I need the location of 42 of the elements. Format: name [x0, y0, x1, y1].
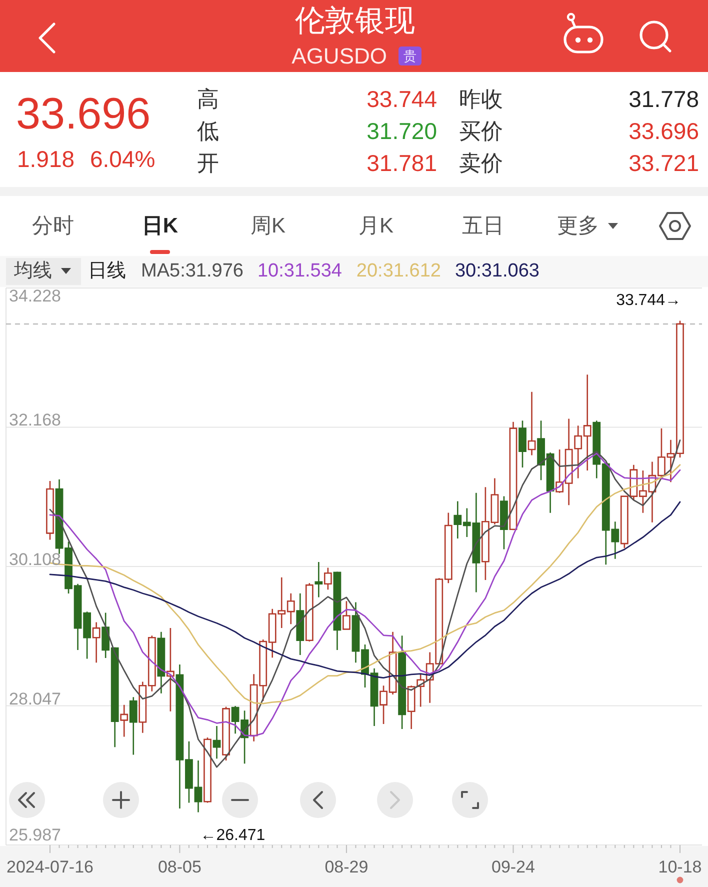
x-tick-label: 2024-07-16 — [6, 858, 94, 876]
text: 周K — [250, 214, 286, 238]
text: 33.696 — [628, 118, 699, 144]
text: 33.696 — [16, 90, 151, 138]
x-tick-label: 09-24 — [491, 858, 535, 876]
text: 开 — [197, 150, 219, 176]
text: 33.744 — [366, 86, 438, 112]
text: 20:31.612 — [356, 260, 441, 282]
text: 均线 — [13, 260, 52, 282]
text: 31.720 — [366, 118, 437, 144]
text: 10:31.534 — [257, 260, 342, 282]
y-tick-label: 28.047 — [9, 689, 61, 708]
x-tick-label: 08-05 — [158, 858, 202, 876]
text: 更多 — [557, 214, 599, 238]
x-tick-label: 10-18 — [658, 858, 702, 876]
text: 卖价 — [459, 150, 503, 176]
y-tick-label: 32.168 — [9, 410, 61, 430]
text: 6.04% — [90, 146, 156, 172]
chart-subtitle: AGUSDO — [292, 44, 387, 68]
y-tick-label: 30.108 — [9, 550, 61, 569]
text: 五日 — [462, 214, 504, 238]
x-tick-label: 08-29 — [324, 858, 368, 876]
text: 31.778 — [628, 86, 699, 112]
text: 月K — [358, 214, 394, 238]
text: MA5:31.976 — [141, 260, 244, 282]
legend-title: 日线 — [88, 260, 126, 282]
text: 贵 — [404, 48, 416, 64]
text: 昨收 — [459, 86, 503, 112]
text: 31.781 — [366, 150, 437, 176]
text: 低 — [197, 118, 219, 144]
text: 1.918 — [17, 146, 75, 172]
y-tick-label: 25.987 — [9, 826, 61, 844]
text: 买价 — [459, 118, 503, 144]
text: 日K — [142, 214, 178, 238]
annotation: 33.744→ — [616, 292, 681, 310]
chart-title: 伦敦银现 — [295, 4, 415, 38]
text: 分时 — [32, 214, 74, 238]
text: 高 — [197, 86, 219, 112]
text: 30:31.063 — [454, 260, 540, 282]
y-tick-label: 34.228 — [9, 286, 61, 306]
text: 33.721 — [628, 150, 699, 176]
annotation: ←26.471 — [200, 826, 266, 844]
